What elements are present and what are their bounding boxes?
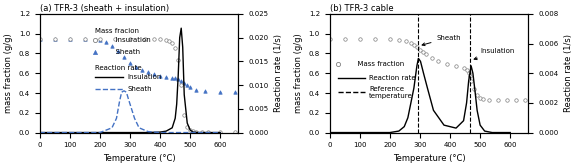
Text: Sheath: Sheath	[422, 35, 461, 46]
Text: Insuration: Insuration	[111, 37, 151, 43]
Text: Insulation: Insulation	[127, 74, 162, 80]
X-axis label: Temperature (°C): Temperature (°C)	[392, 154, 465, 163]
Y-axis label: mass fraction (g/g): mass fraction (g/g)	[4, 33, 13, 113]
Text: Mass fracion: Mass fracion	[95, 28, 139, 34]
Y-axis label: Reaction rate (1/s): Reaction rate (1/s)	[274, 34, 283, 112]
Text: Insulation: Insulation	[474, 48, 515, 60]
Text: Sheath: Sheath	[111, 49, 140, 55]
Text: Sheath: Sheath	[127, 86, 152, 92]
Text: (a) TFR-3 (sheath + insulation): (a) TFR-3 (sheath + insulation)	[40, 4, 169, 13]
Text: Mass fraction: Mass fraction	[354, 61, 404, 67]
Text: Reaction rate: Reaction rate	[95, 65, 142, 71]
Y-axis label: mass fraction (g/g): mass fraction (g/g)	[294, 33, 303, 113]
Y-axis label: Reaction rate (1/s): Reaction rate (1/s)	[564, 34, 573, 112]
Text: Reference
temperature: Reference temperature	[369, 86, 413, 99]
X-axis label: Temperature (°C): Temperature (°C)	[103, 154, 175, 163]
Text: (b) TFR-3 cable: (b) TFR-3 cable	[329, 4, 393, 13]
Text: Reaction rate: Reaction rate	[369, 75, 416, 81]
